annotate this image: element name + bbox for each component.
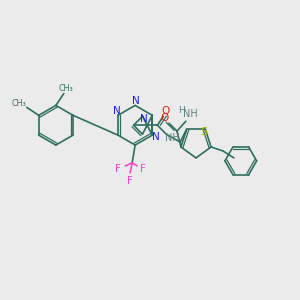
Text: N: N [113,106,121,116]
Text: O: O [160,113,168,123]
Text: CH₃: CH₃ [58,84,73,93]
Text: F: F [116,164,121,174]
Text: NH: NH [183,109,198,119]
Text: N: N [152,132,160,142]
Text: NH: NH [165,133,180,143]
Text: F: F [140,164,146,174]
Text: H: H [178,106,185,115]
Text: S: S [200,127,207,137]
Text: O: O [161,106,170,116]
Text: N: N [140,114,147,124]
Text: N: N [132,97,140,106]
Text: F: F [127,176,133,186]
Text: CH₃: CH₃ [11,99,26,108]
